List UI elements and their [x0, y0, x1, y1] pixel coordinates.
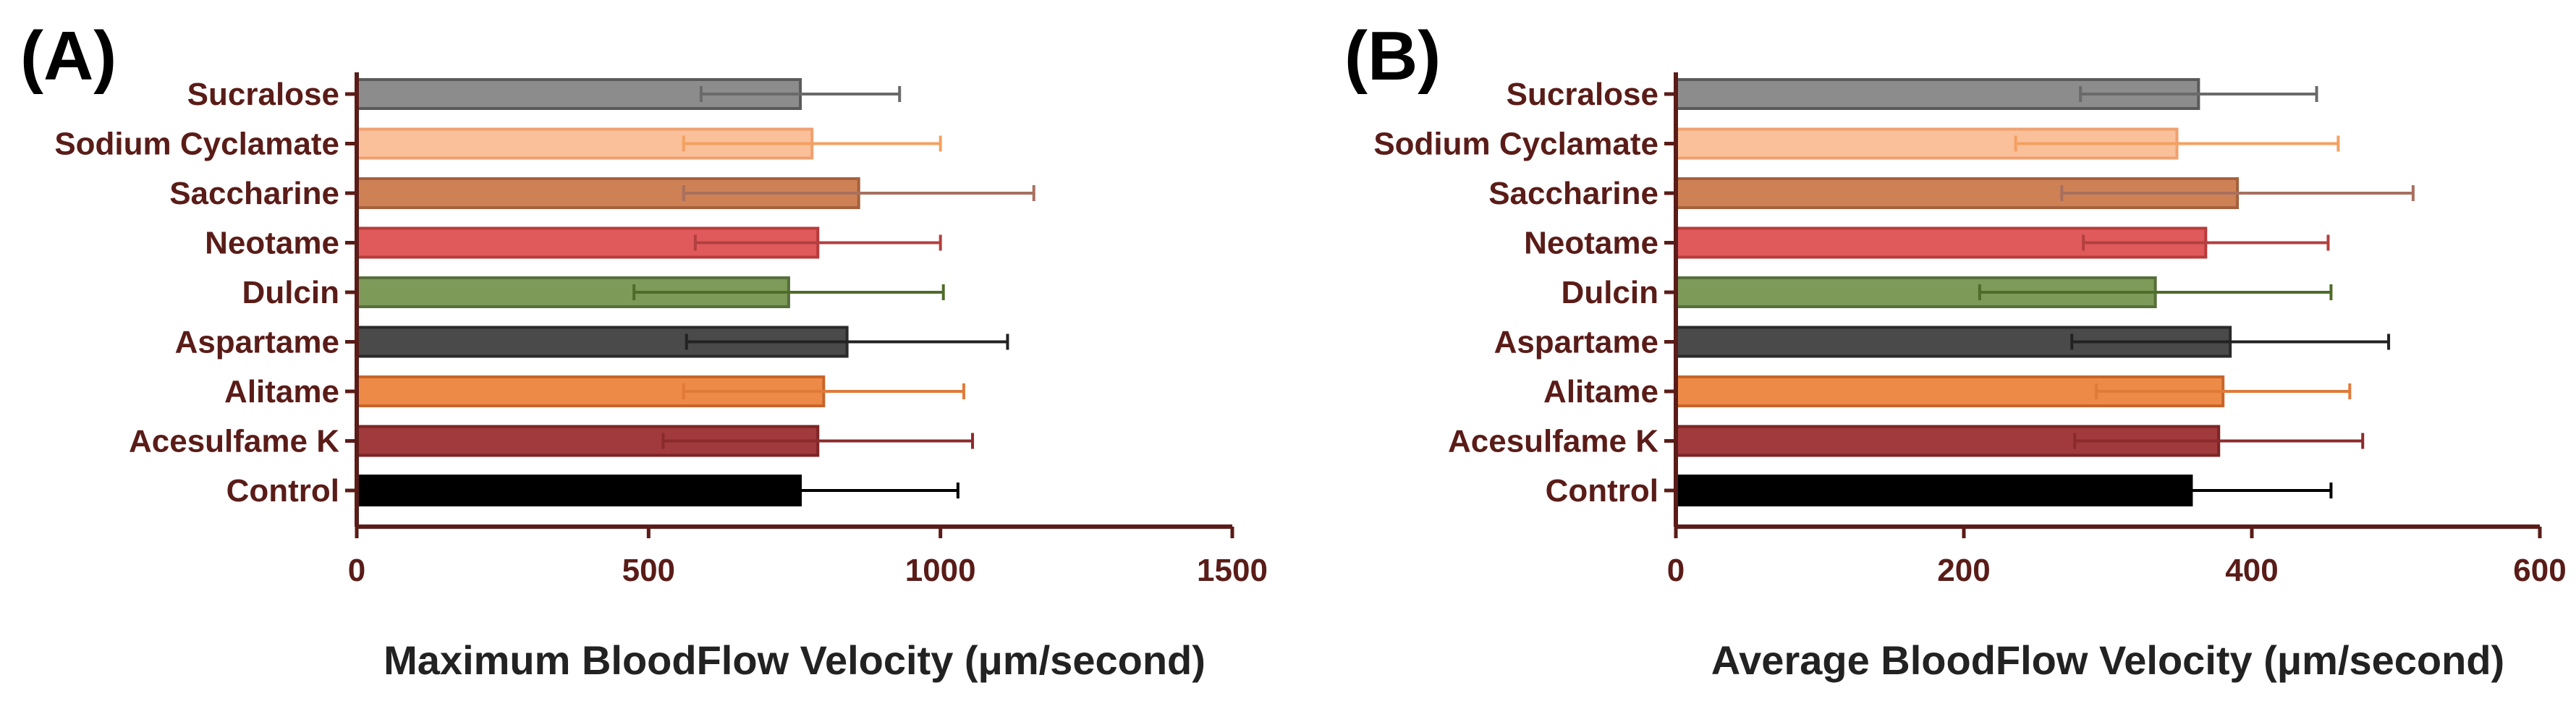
x-tick-label: 0	[1667, 553, 1685, 588]
category-label: Alitame	[224, 374, 339, 409]
x-tick-label: 500	[622, 553, 675, 588]
x-axis-title: Maximum BloodFlow Velocity (μm/second)	[384, 637, 1206, 683]
category-label: Dulcin	[242, 275, 339, 310]
category-label: Aspartame	[175, 325, 339, 360]
category-label: Acesulfame K	[129, 424, 339, 459]
category-label: Sodium Cyclamate	[1373, 127, 1658, 162]
bar	[1674, 326, 2232, 358]
category-label: Saccharine	[169, 176, 339, 211]
category-label: Neotame	[205, 226, 339, 261]
x-tick-label: 400	[2225, 553, 2278, 588]
category-label: Dulcin	[1562, 275, 1658, 310]
x-tick-label: 1500	[1197, 553, 1268, 588]
category-label: Aspartame	[1494, 325, 1658, 360]
category-label: Sucralose	[187, 77, 339, 112]
category-label: Control	[226, 473, 339, 509]
x-tick-label: 1000	[905, 553, 976, 588]
chart-panel-a: (A) Sucralose Sodium Cyclamate Saccharine Ne…	[20, 17, 1268, 683]
category-label: Control	[1546, 473, 1658, 509]
category-label: Saccharine	[1488, 176, 1658, 211]
category-label: Sodium Cyclamate	[54, 127, 339, 162]
chart-panel-b: (B) Sucralose Sodium Cyclamate Saccharine Ne…	[1344, 17, 2567, 683]
bar	[1674, 475, 2193, 506]
panel-label: (B)	[1344, 17, 1441, 95]
x-tick-label: 0	[348, 553, 365, 588]
category-label: Sucralose	[1507, 77, 1658, 112]
category-label: Neotame	[1524, 226, 1658, 261]
panel-label: (A)	[20, 17, 116, 95]
category-label: Acesulfame K	[1448, 424, 1658, 459]
x-axis-title: Average BloodFlow Velocity (μm/second)	[1711, 637, 2504, 683]
category-label: Alitame	[1543, 374, 1658, 409]
x-tick-label: 600	[2513, 553, 2566, 588]
x-tick-label: 200	[1937, 553, 1990, 588]
